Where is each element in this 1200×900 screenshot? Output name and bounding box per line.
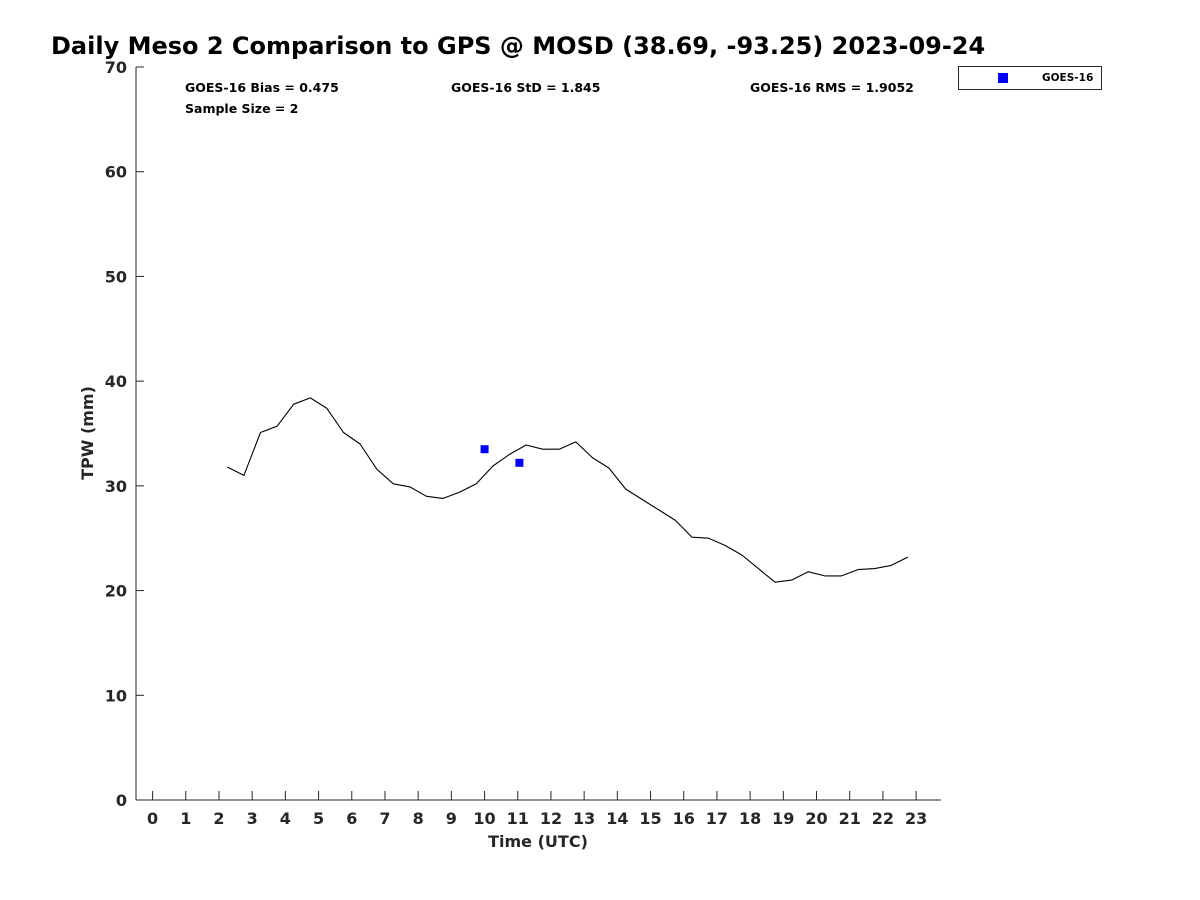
x-tick-label: 20 bbox=[805, 809, 827, 828]
sample-size-stat: Sample Size = 2 bbox=[185, 101, 298, 116]
bias-stat: GOES-16 Bias = 0.475 bbox=[185, 80, 339, 95]
x-tick-label: 13 bbox=[573, 809, 595, 828]
x-tick-label: 15 bbox=[639, 809, 661, 828]
x-tick-label: 16 bbox=[673, 809, 695, 828]
x-axis-label: Time (UTC) bbox=[488, 832, 588, 851]
x-tick-label: 1 bbox=[180, 809, 191, 828]
std-stat: GOES-16 StD = 1.845 bbox=[451, 80, 600, 95]
legend-label-goes16: GOES-16 bbox=[1042, 72, 1093, 84]
y-tick-label: 50 bbox=[105, 267, 127, 286]
x-tick-label: 17 bbox=[706, 809, 728, 828]
x-tick-label: 0 bbox=[147, 809, 158, 828]
x-tick-label: 12 bbox=[540, 809, 562, 828]
x-tick-label: 6 bbox=[346, 809, 357, 828]
x-tick-label: 23 bbox=[905, 809, 927, 828]
y-ticks: 0 10 20 30 40 50 60 70 bbox=[105, 58, 144, 810]
y-tick-label: 70 bbox=[105, 58, 127, 77]
x-tick-label: 5 bbox=[313, 809, 324, 828]
x-tick-label: 8 bbox=[413, 809, 424, 828]
y-tick-label: 30 bbox=[105, 477, 127, 496]
gps-series-line bbox=[227, 397, 909, 583]
legend-marker-goes16 bbox=[998, 73, 1008, 83]
x-tick-label: 18 bbox=[739, 809, 761, 828]
legend-box bbox=[958, 66, 1102, 90]
goes16-point bbox=[515, 458, 524, 467]
rms-stat: GOES-16 RMS = 1.9052 bbox=[750, 80, 914, 95]
chart-title: Daily Meso 2 Comparison to GPS @ MOSD (3… bbox=[51, 32, 985, 60]
y-tick-label: 20 bbox=[105, 582, 127, 601]
goes16-point bbox=[480, 445, 489, 454]
x-tick-label: 22 bbox=[872, 809, 894, 828]
x-tick-label: 19 bbox=[772, 809, 794, 828]
x-tick-label: 14 bbox=[606, 809, 628, 828]
y-tick-label: 40 bbox=[105, 372, 127, 391]
x-tick-label: 11 bbox=[507, 809, 529, 828]
x-tick-label: 21 bbox=[839, 809, 861, 828]
x-tick-label: 3 bbox=[247, 809, 258, 828]
y-axis-label: TPW (mm) bbox=[78, 386, 97, 480]
axes bbox=[135, 67, 941, 801]
y-tick-label: 10 bbox=[105, 686, 127, 705]
x-ticks: 0 1 2 3 4 5 6 7 8 9 10 11 12 13 14 15 16 17 18 19 20 21 22 23 bbox=[147, 791, 927, 828]
x-tick-label: 10 bbox=[473, 809, 495, 828]
x-tick-label: 9 bbox=[446, 809, 457, 828]
series-layer bbox=[227, 397, 909, 583]
x-tick-label: 7 bbox=[379, 809, 390, 828]
y-tick-label: 0 bbox=[116, 791, 127, 810]
y-tick-label: 60 bbox=[105, 163, 127, 182]
x-tick-label: 2 bbox=[213, 809, 224, 828]
x-tick-label: 4 bbox=[280, 809, 291, 828]
legend: GOES-16 bbox=[958, 66, 1102, 90]
